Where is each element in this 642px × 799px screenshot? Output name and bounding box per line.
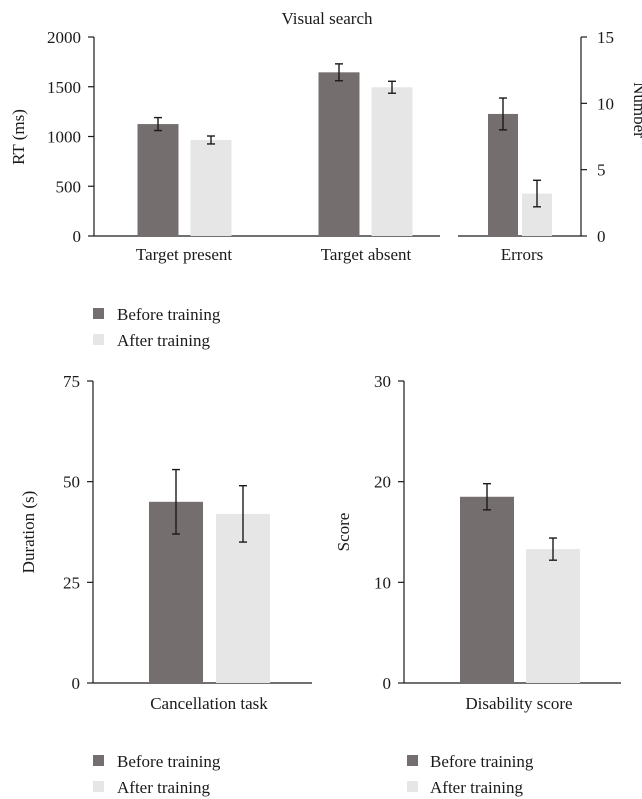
bars [149, 468, 270, 683]
legend-label-after: After training [117, 331, 210, 350]
y-ticks: 0 5 10 15 [581, 28, 614, 246]
bars [460, 482, 580, 683]
bar [460, 496, 514, 683]
legend-label-after: After training [117, 778, 210, 797]
y-tick-label: 0 [73, 227, 82, 246]
legend-label-before: Before training [430, 752, 534, 771]
y-tick-label: 1000 [47, 128, 81, 147]
y-tick-label: 75 [63, 372, 80, 391]
y-tick-label: 5 [597, 161, 606, 180]
x-tick-label: Target present [136, 245, 232, 264]
x-tick-label: Disability score [465, 694, 572, 713]
bar [371, 87, 413, 236]
y-tick-label: 20 [374, 473, 391, 492]
cancellation-chart: Duration (s) 0 25 50 75 Cancellation task [19, 372, 312, 713]
y-tick-label: 2000 [47, 28, 81, 47]
y-axis-label: Score [334, 513, 353, 552]
y-tick-label: 30 [374, 372, 391, 391]
y-tick-label: 0 [72, 674, 81, 693]
bars [137, 63, 413, 236]
disability-chart: Score 0 10 20 30 Disability score [334, 372, 621, 713]
x-tick-label: Cancellation task [150, 694, 268, 713]
y-ticks: 0 10 20 30 [374, 372, 404, 693]
x-tick-labels: Disability score [465, 694, 572, 713]
x-tick-label: Errors [501, 245, 543, 264]
legend: Before training After training [407, 752, 534, 797]
y-axis-label: RT (ms) [9, 109, 28, 165]
y-ticks: 0 500 1000 1500 2000 [47, 28, 94, 246]
y-tick-label: 10 [374, 573, 391, 592]
bar [190, 139, 232, 236]
chart-title: Visual search [281, 9, 373, 28]
x-tick-labels: Target present Target absent [136, 245, 412, 264]
y-tick-label: 25 [63, 573, 80, 592]
legend: Before training After training [93, 752, 221, 797]
y-tick-label: 500 [56, 177, 82, 196]
legend-swatch-after [93, 781, 104, 792]
legend: Before training After training [93, 305, 221, 350]
bar [137, 124, 179, 236]
bar [318, 72, 360, 236]
y-ticks: 0 25 50 75 [63, 372, 93, 693]
rt-chart: Visual search RT (ms) 0 500 1000 1500 2000 T… [9, 9, 440, 264]
bars [488, 97, 552, 236]
y-tick-label: 15 [597, 28, 614, 47]
errors-chart: Number 0 5 10 15 Errors [458, 28, 642, 264]
y-tick-label: 10 [597, 94, 614, 113]
x-tick-labels: Errors [501, 245, 543, 264]
bar [488, 113, 518, 236]
legend-label-after: After training [430, 778, 523, 797]
y-tick-label: 50 [63, 473, 80, 492]
bar [526, 549, 580, 683]
y-axis-label: Duration (s) [19, 491, 38, 574]
y-tick-label: 0 [383, 674, 392, 693]
legend-swatch-before [93, 755, 104, 766]
legend-swatch-after [407, 781, 418, 792]
y-axis-label: Number [630, 82, 642, 138]
x-tick-label: Target absent [321, 245, 412, 264]
y-tick-label: 1500 [47, 78, 81, 97]
x-tick-labels: Cancellation task [150, 694, 268, 713]
legend-label-before: Before training [117, 752, 221, 771]
legend-swatch-before [93, 308, 104, 319]
legend-label-before: Before training [117, 305, 221, 324]
y-tick-label: 0 [597, 227, 606, 246]
legend-swatch-before [407, 755, 418, 766]
legend-swatch-after [93, 334, 104, 345]
